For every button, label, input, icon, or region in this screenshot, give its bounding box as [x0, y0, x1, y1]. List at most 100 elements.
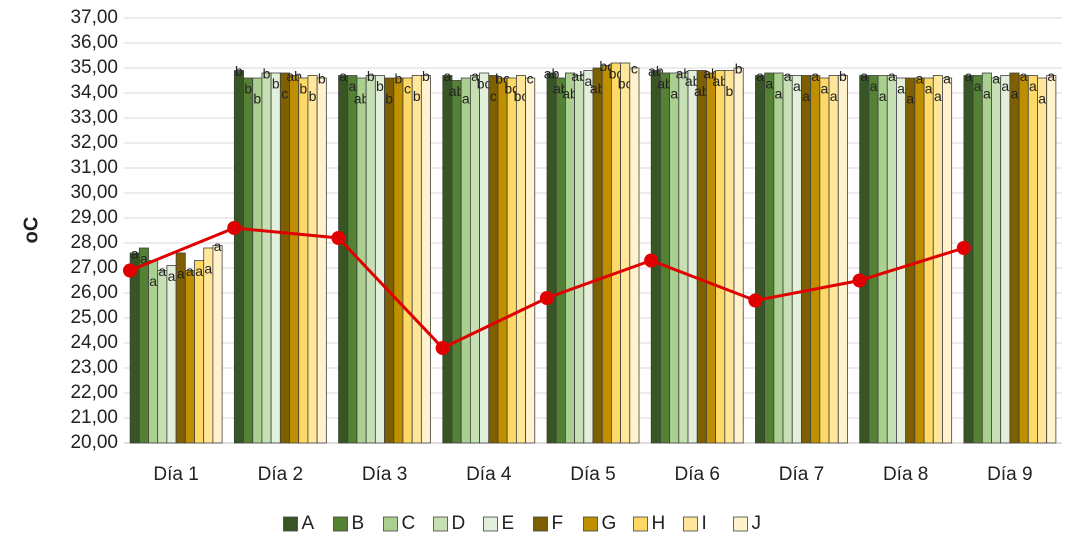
x-tick-label: Día 9 [987, 464, 1032, 485]
significance-letter: a [925, 81, 933, 97]
significance-letter: a [186, 263, 194, 279]
bar [669, 72, 680, 444]
significance-letter: a [1020, 68, 1028, 84]
bar [896, 77, 907, 444]
bar [497, 77, 508, 444]
significance-letter: b [726, 83, 734, 99]
bar [733, 67, 744, 444]
significance-letter: b [422, 68, 430, 84]
significance-letter: ab [676, 66, 692, 82]
y-tick-label: 30,00 [70, 182, 118, 203]
bar [233, 70, 244, 444]
significance-letter: a [756, 68, 764, 84]
bar [1009, 72, 1020, 444]
bar [279, 72, 290, 444]
legend-swatch [583, 516, 598, 532]
significance-letter: a [821, 81, 829, 97]
bar [629, 67, 640, 444]
legend-swatch [433, 516, 448, 532]
line-point [331, 231, 346, 245]
significance-letter: a [1011, 86, 1019, 102]
significance-letter: a [983, 86, 991, 102]
bar [942, 77, 953, 444]
significance-letter: a [965, 68, 973, 84]
bar [546, 72, 557, 444]
bar [972, 75, 983, 444]
bar [782, 75, 793, 444]
y-tick-label: 20,00 [70, 432, 118, 453]
bar [1037, 77, 1048, 444]
significance-letter: a [906, 91, 914, 107]
significance-letter: ab [590, 81, 606, 97]
line-point [748, 293, 763, 308]
y-tick-label: 21,00 [70, 407, 118, 428]
significance-letter: ab [657, 76, 673, 92]
bar [469, 75, 480, 444]
legend-swatch [533, 516, 548, 532]
bar [402, 77, 413, 444]
y-tick-label: 25,00 [70, 307, 118, 328]
bar [506, 77, 517, 444]
x-tick-label: Día 4 [466, 464, 512, 485]
line-point [852, 273, 867, 288]
bar [810, 75, 821, 444]
significance-letter: a [348, 78, 356, 94]
bar [932, 75, 943, 444]
bar [678, 72, 689, 444]
bar [574, 75, 585, 444]
significance-letter: ab [449, 83, 465, 99]
legend-label: C [402, 513, 416, 534]
bar [601, 65, 612, 444]
bar [129, 252, 140, 444]
significance-letter: a [888, 68, 896, 84]
bar [203, 247, 214, 444]
bar [801, 75, 812, 444]
significance-letter: c [404, 81, 411, 97]
significance-letter: a [811, 68, 819, 84]
significance-letter: a [168, 268, 176, 284]
significance-letter: a [149, 273, 157, 289]
bar [270, 72, 281, 444]
y-tick-label: 36,00 [70, 32, 118, 53]
y-tick-label: 34,00 [70, 82, 118, 103]
bar [991, 77, 1002, 444]
significance-letter: a [860, 68, 868, 84]
significance-letter: a [443, 68, 451, 84]
y-tick-label: 35,00 [70, 57, 118, 78]
bar [963, 75, 974, 444]
bar [886, 75, 897, 444]
legend-label: E [502, 513, 515, 534]
bar [338, 75, 349, 444]
significance-letter: ab [712, 73, 728, 89]
significance-letter: ab [571, 68, 587, 84]
significance-letter: a [1001, 78, 1009, 94]
line-point [227, 221, 242, 235]
significance-letter: b [272, 76, 280, 92]
bar [420, 75, 431, 444]
significance-letter: a [140, 251, 148, 267]
bar [837, 75, 848, 444]
significance-letter: a [471, 68, 479, 84]
bar [365, 75, 376, 444]
significance-letter: ab [354, 91, 370, 107]
bar [859, 75, 870, 444]
significance-letter: a [897, 81, 905, 97]
significance-letter: b [735, 61, 743, 77]
y-tick-label: 28,00 [70, 232, 118, 253]
significance-letter: a [158, 263, 166, 279]
significance-letter: bc [477, 76, 492, 92]
y-tick-label: 32,00 [70, 132, 118, 153]
bar [157, 270, 168, 444]
significance-letter: a [1029, 78, 1037, 94]
legend-swatch [683, 516, 698, 532]
bar [515, 75, 526, 444]
bar [451, 80, 462, 444]
bar [715, 70, 726, 444]
bar [592, 67, 603, 444]
significance-letter: bc [495, 71, 510, 87]
bar [212, 245, 223, 444]
bar [819, 77, 830, 444]
significance-letter: ab [286, 68, 302, 84]
line-point [435, 341, 450, 355]
x-tick-label: Día 1 [153, 464, 198, 485]
